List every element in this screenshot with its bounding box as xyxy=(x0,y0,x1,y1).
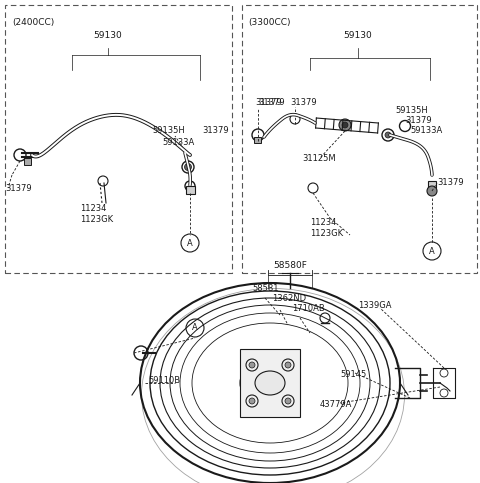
Text: 43779A: 43779A xyxy=(320,400,352,409)
Text: (3300CC): (3300CC) xyxy=(248,18,290,27)
Circle shape xyxy=(184,164,192,170)
Text: (2400CC): (2400CC) xyxy=(12,18,54,27)
Text: 1362ND: 1362ND xyxy=(272,294,306,303)
Text: 31379: 31379 xyxy=(202,126,228,135)
Circle shape xyxy=(385,132,391,138)
Text: 11234: 11234 xyxy=(310,218,336,227)
Circle shape xyxy=(342,122,348,128)
Text: 59133A: 59133A xyxy=(410,126,442,135)
Circle shape xyxy=(339,119,351,131)
Text: 59110B: 59110B xyxy=(148,376,180,385)
Text: 31379: 31379 xyxy=(5,184,32,193)
Text: 58581: 58581 xyxy=(252,284,278,293)
Circle shape xyxy=(249,362,255,368)
Text: 58580F: 58580F xyxy=(273,261,307,270)
Text: 1123GK: 1123GK xyxy=(80,215,113,224)
Circle shape xyxy=(285,362,291,368)
Text: 1123GK: 1123GK xyxy=(310,229,343,238)
Ellipse shape xyxy=(255,371,285,395)
FancyBboxPatch shape xyxy=(24,158,31,165)
Circle shape xyxy=(285,398,291,404)
Text: 59145: 59145 xyxy=(340,370,366,379)
Text: 31379: 31379 xyxy=(258,98,285,107)
Text: 11234: 11234 xyxy=(80,204,107,213)
Text: 59133A: 59133A xyxy=(162,138,194,147)
Circle shape xyxy=(427,186,437,196)
Text: 31379: 31379 xyxy=(255,98,282,107)
Text: 1710AB: 1710AB xyxy=(292,304,325,313)
Bar xyxy=(5,5,232,273)
Text: 1339GA: 1339GA xyxy=(358,301,392,310)
Bar xyxy=(242,5,477,273)
Text: 59130: 59130 xyxy=(344,31,372,40)
Text: 31379: 31379 xyxy=(405,116,432,125)
FancyBboxPatch shape xyxy=(185,185,194,194)
FancyBboxPatch shape xyxy=(240,349,300,417)
Text: A: A xyxy=(192,324,198,332)
Circle shape xyxy=(249,398,255,404)
Text: A: A xyxy=(187,239,193,247)
Text: 59130: 59130 xyxy=(94,31,122,40)
Text: 31379: 31379 xyxy=(437,178,464,187)
Text: 59135H: 59135H xyxy=(395,106,428,115)
FancyBboxPatch shape xyxy=(428,181,436,188)
Text: 31125M: 31125M xyxy=(302,154,336,163)
Text: 59135H: 59135H xyxy=(152,126,185,135)
FancyBboxPatch shape xyxy=(254,137,261,143)
Text: A: A xyxy=(429,246,435,256)
Text: 31379: 31379 xyxy=(290,98,317,107)
